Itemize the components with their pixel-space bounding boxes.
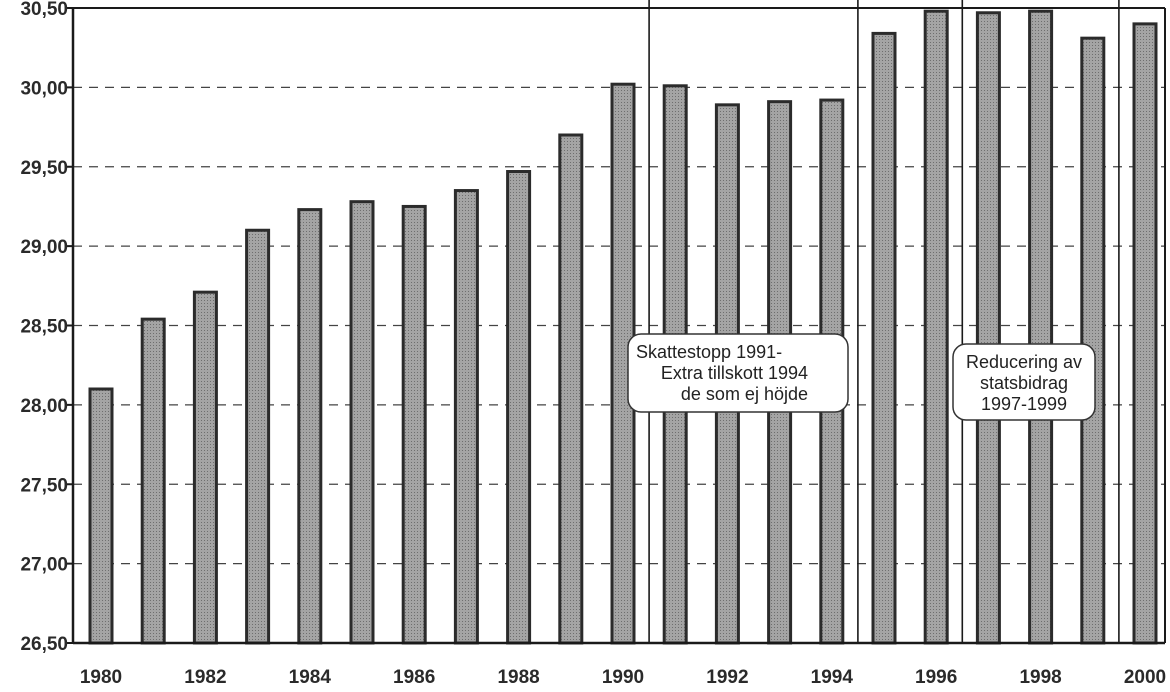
annotation-line: Reducering av xyxy=(966,352,1082,372)
bar-1981 xyxy=(140,317,166,645)
bar-1998 xyxy=(1028,9,1054,645)
bar-1985 xyxy=(349,200,375,645)
annotation-line: statsbidrag xyxy=(980,373,1068,393)
x-tick-label: 1990 xyxy=(602,667,644,687)
bar-1988 xyxy=(506,170,532,645)
x-tick-label: 1984 xyxy=(289,667,332,687)
annotations: Skattestopp 1991-Extra tillskott 1994de … xyxy=(627,333,1096,421)
bar-1999 xyxy=(1080,36,1106,645)
x-tick-labels: 1980 1982 1984 1986 1988 1990 1992 1994 1996 1998… xyxy=(80,667,1166,688)
x-tick-label: 1988 xyxy=(497,667,539,687)
y-tick-label: 27,00 xyxy=(20,555,68,576)
axes xyxy=(67,7,1166,645)
y-tick-label: 28,50 xyxy=(20,317,68,338)
x-tick-label: 1994 xyxy=(811,667,854,687)
bar-1995 xyxy=(871,31,897,645)
bar-1996 xyxy=(923,9,949,645)
bar-1997 xyxy=(975,11,1001,645)
annotation-line: de som ej höjde xyxy=(681,384,808,404)
x-tick-label: 1996 xyxy=(915,667,957,687)
x-tick-label: 1998 xyxy=(1019,667,1061,687)
bar-1982 xyxy=(192,290,218,645)
bar-1989 xyxy=(558,133,584,645)
y-tick-label: 27,50 xyxy=(20,475,68,496)
x-tick-label: 1982 xyxy=(184,667,226,687)
x-tick-label: 1992 xyxy=(706,667,748,687)
bar-1983 xyxy=(245,228,271,645)
y-tick-label: 30,00 xyxy=(20,78,68,99)
annotation-line: 1997-1999 xyxy=(981,394,1067,414)
x-tick-label: 2000 xyxy=(1124,667,1166,687)
y-tick-label: 29,00 xyxy=(20,237,68,258)
annotation-box xyxy=(952,343,1096,421)
y-tick-labels: 26,50 27,00 27,50 28,00 28,50 29,00 29,50 30,00… xyxy=(20,0,68,655)
annotation-callout: Skattestopp 1991-Extra tillskott 1994de … xyxy=(627,333,849,413)
x-tick-label: 1986 xyxy=(393,667,435,687)
bars xyxy=(88,9,1158,645)
bar-1986 xyxy=(401,204,427,645)
bar-1987 xyxy=(453,189,479,645)
y-tick-label: 30,50 xyxy=(20,0,68,20)
bar-1980 xyxy=(88,387,114,645)
y-tick-label: 29,50 xyxy=(20,158,68,179)
y-tick-label: 28,00 xyxy=(20,396,68,417)
annotation-line: Skattestopp 1991- xyxy=(636,342,782,362)
y-tick-label: 26,50 xyxy=(20,634,68,655)
x-tick-label: 1980 xyxy=(80,667,122,687)
period-separators xyxy=(648,0,1120,643)
annotation-line: Extra tillskott 1994 xyxy=(661,363,808,383)
bar-2000 xyxy=(1132,22,1158,645)
bar-1984 xyxy=(297,208,323,645)
annotation-box xyxy=(627,333,849,413)
